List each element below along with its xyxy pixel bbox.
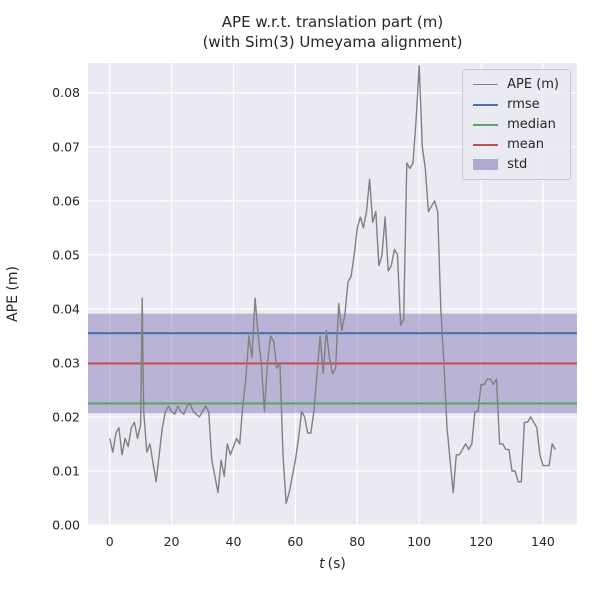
x-tick-label: 120 — [469, 534, 493, 549]
legend: APE (m) rmse median mean std — [462, 69, 571, 180]
legend-item-median: median — [473, 118, 559, 131]
y-tick-label: 0.02 — [52, 409, 80, 424]
y-axis-label: APE (m) — [5, 266, 22, 322]
legend-label: std — [507, 157, 528, 172]
y-tick-label: 0.05 — [52, 247, 80, 262]
y-axis-label-wrap: APE (m) — [2, 63, 24, 525]
x-axis-label-var: t — [319, 556, 325, 572]
y-tick-label: 0.07 — [52, 139, 80, 154]
legend-label: median — [507, 117, 556, 132]
ape-line — [109, 64, 556, 505]
y-tick-label: 0.04 — [52, 301, 80, 316]
y-tick-label: 0.08 — [52, 85, 80, 100]
legend-label: APE (m) — [507, 77, 559, 92]
legend-item-mean: mean — [473, 138, 559, 151]
mean-legend-swatch — [473, 143, 499, 146]
x-tick-label: 0 — [106, 534, 114, 549]
legend-label: mean — [507, 137, 544, 152]
legend-item-rmse: rmse — [473, 98, 559, 111]
std-legend-swatch — [473, 159, 499, 170]
ape-legend-swatch — [473, 84, 499, 85]
x-tick-label: 20 — [164, 534, 180, 549]
legend-item-apem: APE (m) — [473, 78, 559, 91]
y-tick-label: 0.01 — [52, 463, 80, 478]
x-axis-label-unit: (s) — [327, 556, 346, 572]
y-tick-label: 0.00 — [52, 518, 80, 533]
legend-item-std: std — [473, 158, 559, 171]
x-tick-label: 80 — [349, 534, 365, 549]
chart-title: APE w.r.t. translation part (m) — [221, 13, 444, 31]
x-tick-label: 140 — [531, 534, 555, 549]
legend-label: rmse — [507, 97, 540, 112]
x-axis-label: t (s) — [88, 556, 577, 572]
y-tick-label: 0.06 — [52, 193, 80, 208]
y-tick-label: 0.03 — [52, 355, 80, 370]
x-tick-label: 100 — [407, 534, 431, 549]
x-tick-label: 40 — [226, 534, 242, 549]
rmse-legend-swatch — [473, 103, 499, 106]
median-legend-swatch — [473, 123, 499, 126]
x-tick-label: 60 — [287, 534, 303, 549]
chart-subtitle: (with Sim(3) Umeyama alignment) — [202, 33, 463, 51]
